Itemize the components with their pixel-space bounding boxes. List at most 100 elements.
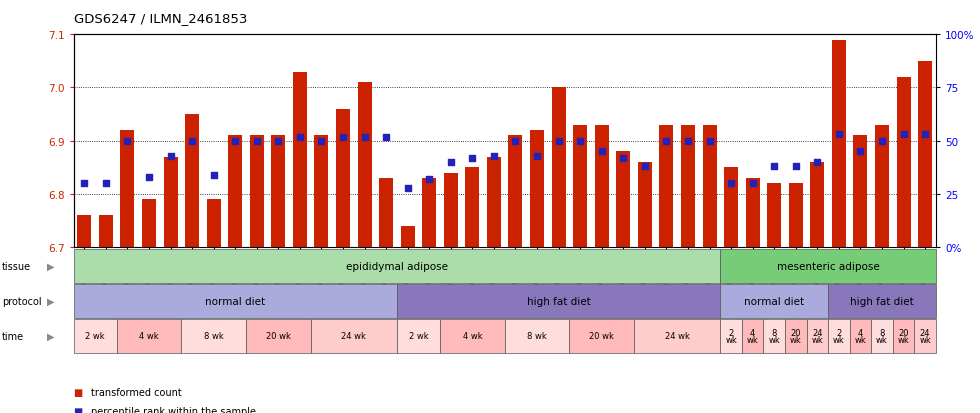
Point (508, 138, 523, 145)
Point (702, 138, 717, 145)
Text: 4 wk: 4 wk (463, 332, 482, 341)
Point (206, 172, 221, 179)
Bar (875, 126, 889, 248)
Bar (99, 216, 113, 248)
Bar (789, 184, 803, 248)
Point (314, 138, 329, 145)
Text: 2
wk: 2 wk (725, 328, 737, 344)
Text: 8
wk: 8 wk (768, 328, 780, 344)
Bar (681, 126, 695, 248)
Bar (595, 126, 609, 248)
Text: 2 wk: 2 wk (85, 332, 105, 341)
Text: 24
wk: 24 wk (919, 328, 931, 344)
Text: time: time (2, 331, 24, 341)
Point (120, 138, 135, 145)
Text: 24 wk: 24 wk (664, 332, 690, 341)
Text: transformed count: transformed count (91, 387, 182, 397)
Text: ▶: ▶ (47, 296, 55, 306)
Text: ■: ■ (74, 387, 82, 397)
Bar (487, 157, 501, 248)
Point (723, 180, 739, 187)
Bar (207, 200, 220, 248)
Text: 20 wk: 20 wk (589, 332, 614, 341)
Text: GDS6247 / ILMN_2461853: GDS6247 / ILMN_2461853 (74, 12, 247, 25)
Text: mesenteric adipose: mesenteric adipose (777, 261, 879, 271)
Bar (379, 179, 393, 248)
Text: 2 wk: 2 wk (409, 332, 428, 341)
Bar (444, 173, 458, 248)
Text: ■: ■ (74, 406, 82, 413)
Text: ▶: ▶ (47, 331, 55, 341)
Point (378, 134, 394, 140)
Point (421, 176, 437, 183)
Bar (616, 152, 630, 248)
Point (788, 164, 804, 170)
Point (270, 138, 286, 145)
Bar (228, 136, 242, 248)
Bar (573, 126, 587, 248)
Point (465, 155, 480, 162)
Bar (77, 216, 91, 248)
Point (809, 159, 825, 166)
Point (76, 180, 92, 187)
Point (357, 134, 372, 140)
Text: 20
wk: 20 wk (898, 328, 909, 344)
Point (917, 132, 933, 138)
Point (745, 180, 760, 187)
Bar (358, 83, 371, 248)
Bar (336, 109, 350, 248)
Text: 20 wk: 20 wk (266, 332, 291, 341)
Bar (142, 200, 156, 248)
Text: 4
wk: 4 wk (855, 328, 866, 344)
Text: 20
wk: 20 wk (790, 328, 802, 344)
Bar (767, 184, 781, 248)
Bar (164, 157, 177, 248)
Bar (703, 126, 716, 248)
Bar (250, 136, 264, 248)
Point (874, 138, 890, 145)
Bar (746, 179, 760, 248)
Bar (185, 115, 199, 248)
Text: 24
wk: 24 wk (811, 328, 823, 344)
Point (227, 138, 243, 145)
Point (659, 138, 674, 145)
Bar (854, 136, 867, 248)
Text: 4
wk: 4 wk (747, 328, 759, 344)
Point (529, 153, 545, 160)
Point (853, 149, 868, 155)
Text: 8 wk: 8 wk (527, 332, 547, 341)
Point (443, 159, 459, 166)
Bar (724, 168, 738, 248)
Bar (315, 136, 328, 248)
Point (896, 132, 911, 138)
Point (98, 180, 114, 187)
Bar (293, 72, 307, 248)
Text: epididymal adipose: epididymal adipose (346, 261, 448, 271)
Text: tissue: tissue (2, 261, 31, 271)
Bar (401, 227, 415, 248)
Point (335, 134, 351, 140)
Bar (810, 163, 824, 248)
Point (163, 153, 178, 160)
Point (831, 132, 847, 138)
Text: 24 wk: 24 wk (341, 332, 367, 341)
Point (486, 153, 502, 160)
Text: 8
wk: 8 wk (876, 328, 888, 344)
Bar (918, 62, 932, 248)
Text: 4 wk: 4 wk (139, 332, 159, 341)
Bar (509, 136, 522, 248)
Bar (832, 40, 846, 248)
Point (637, 164, 653, 170)
Point (292, 134, 308, 140)
Point (594, 149, 610, 155)
Bar (271, 136, 285, 248)
Bar (422, 179, 436, 248)
Point (572, 138, 588, 145)
Text: high fat diet: high fat diet (526, 296, 591, 306)
Point (141, 174, 157, 181)
Point (551, 138, 566, 145)
Point (680, 138, 696, 145)
Text: protocol: protocol (2, 296, 41, 306)
Text: 2
wk: 2 wk (833, 328, 845, 344)
Point (615, 155, 631, 162)
